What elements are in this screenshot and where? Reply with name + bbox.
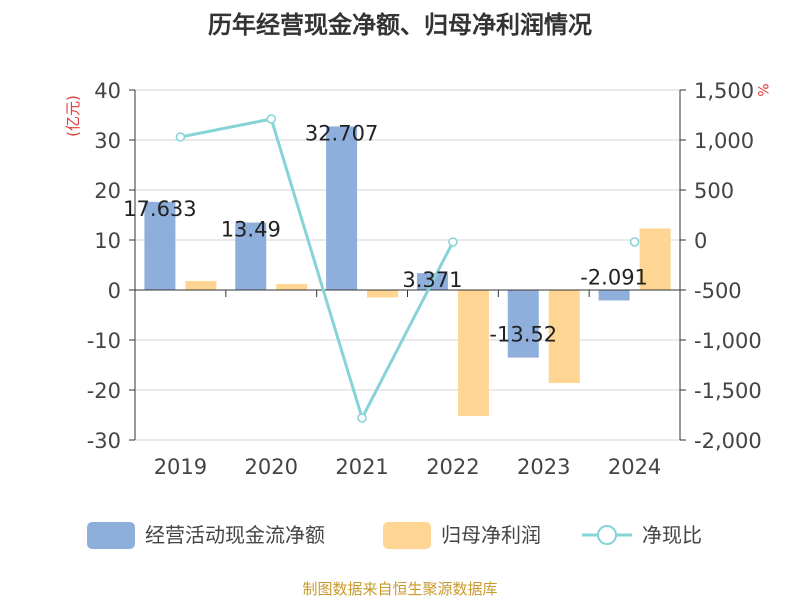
left-axis-unit: (亿元) bbox=[64, 95, 82, 137]
cashflow-data-label: 32.707 bbox=[305, 121, 378, 145]
profit-bar bbox=[367, 290, 399, 298]
left-tick-label: 40 bbox=[94, 79, 121, 103]
cashflow-bar bbox=[144, 201, 176, 290]
cashflow-data-label: 17.633 bbox=[123, 197, 196, 221]
cashflow-bar bbox=[507, 290, 539, 358]
ratio-point bbox=[448, 237, 458, 247]
left-tick-label: -10 bbox=[87, 329, 121, 353]
left-tick-label: 0 bbox=[108, 279, 121, 303]
x-tick-label: 2019 bbox=[154, 455, 207, 479]
legend-swatch-cashflow[interactable] bbox=[87, 522, 135, 549]
right-tick-label: -500 bbox=[694, 279, 742, 303]
right-tick-label: -1,500 bbox=[694, 379, 762, 403]
right-tick-label: -2,000 bbox=[694, 429, 762, 453]
cashflow-data-label: -2.091 bbox=[580, 265, 648, 289]
cashflow-data-label: -13.52 bbox=[489, 323, 557, 347]
bars bbox=[144, 126, 671, 416]
x-tick-label: 2021 bbox=[335, 455, 388, 479]
chart-title: 历年经营现金净额、归母净利润情况 bbox=[208, 11, 592, 39]
x-tick-label: 2020 bbox=[245, 455, 298, 479]
left-tick-label: 20 bbox=[94, 179, 121, 203]
right-axis: 1,500 1,000 500 0 -500 -1,000 -1,500 -2,000 bbox=[679, 79, 762, 453]
cashflow-bar bbox=[235, 222, 267, 290]
ratio-line bbox=[175, 114, 640, 423]
legend-label-cashflow[interactable]: 经营活动现金流净额 bbox=[145, 523, 325, 547]
right-tick-label: -1,000 bbox=[694, 329, 762, 353]
profit-bar bbox=[276, 284, 308, 290]
left-tick-label: -30 bbox=[87, 429, 121, 453]
profit-bar bbox=[185, 281, 217, 290]
legend-swatch-ratio-marker[interactable] bbox=[597, 525, 617, 545]
left-tick-label: 30 bbox=[94, 129, 121, 153]
cashflow-bar bbox=[598, 290, 630, 301]
cashflow-data-label: 3.371 bbox=[402, 268, 462, 292]
x-tick-label: 2023 bbox=[517, 455, 570, 479]
x-tick-label: 2024 bbox=[608, 455, 661, 479]
right-tick-label: 1,000 bbox=[694, 129, 754, 153]
ratio-point bbox=[629, 237, 640, 247]
right-tick-label: 500 bbox=[694, 179, 734, 203]
legend: 经营活动现金流净额 归母净利润 净现比 bbox=[87, 522, 702, 549]
right-axis-unit: % bbox=[754, 83, 770, 96]
left-tick-label: 10 bbox=[94, 229, 121, 253]
profit-bar bbox=[457, 290, 489, 416]
left-axis: 40 30 20 10 0 -10 -20 -30 bbox=[87, 79, 136, 453]
ratio-point bbox=[357, 413, 367, 423]
legend-label-ratio[interactable]: 净现比 bbox=[642, 523, 702, 547]
legend-label-profit[interactable]: 归母净利润 bbox=[441, 523, 541, 547]
right-tick-label: 0 bbox=[694, 229, 707, 253]
left-tick-label: -20 bbox=[87, 379, 121, 403]
cashflow-bar bbox=[326, 126, 358, 290]
profit-bar bbox=[639, 228, 671, 290]
ratio-point bbox=[266, 114, 276, 124]
data-labels: 17.633 13.49 32.707 3.371 -13.52 -2.091 bbox=[123, 121, 648, 346]
right-tick-label: 1,500 bbox=[694, 79, 754, 103]
x-axis-ticks: 2019 2020 2021 2022 2023 2024 bbox=[154, 455, 662, 479]
profit-bar bbox=[548, 290, 580, 383]
cashflow-data-label: 13.49 bbox=[221, 218, 281, 242]
legend-swatch-profit[interactable] bbox=[383, 522, 431, 549]
ratio-point bbox=[175, 132, 186, 142]
x-tick-label: 2022 bbox=[426, 455, 479, 479]
x-axis bbox=[134, 289, 681, 297]
footer-source: 制图数据来自恒生聚源数据库 bbox=[302, 580, 497, 598]
